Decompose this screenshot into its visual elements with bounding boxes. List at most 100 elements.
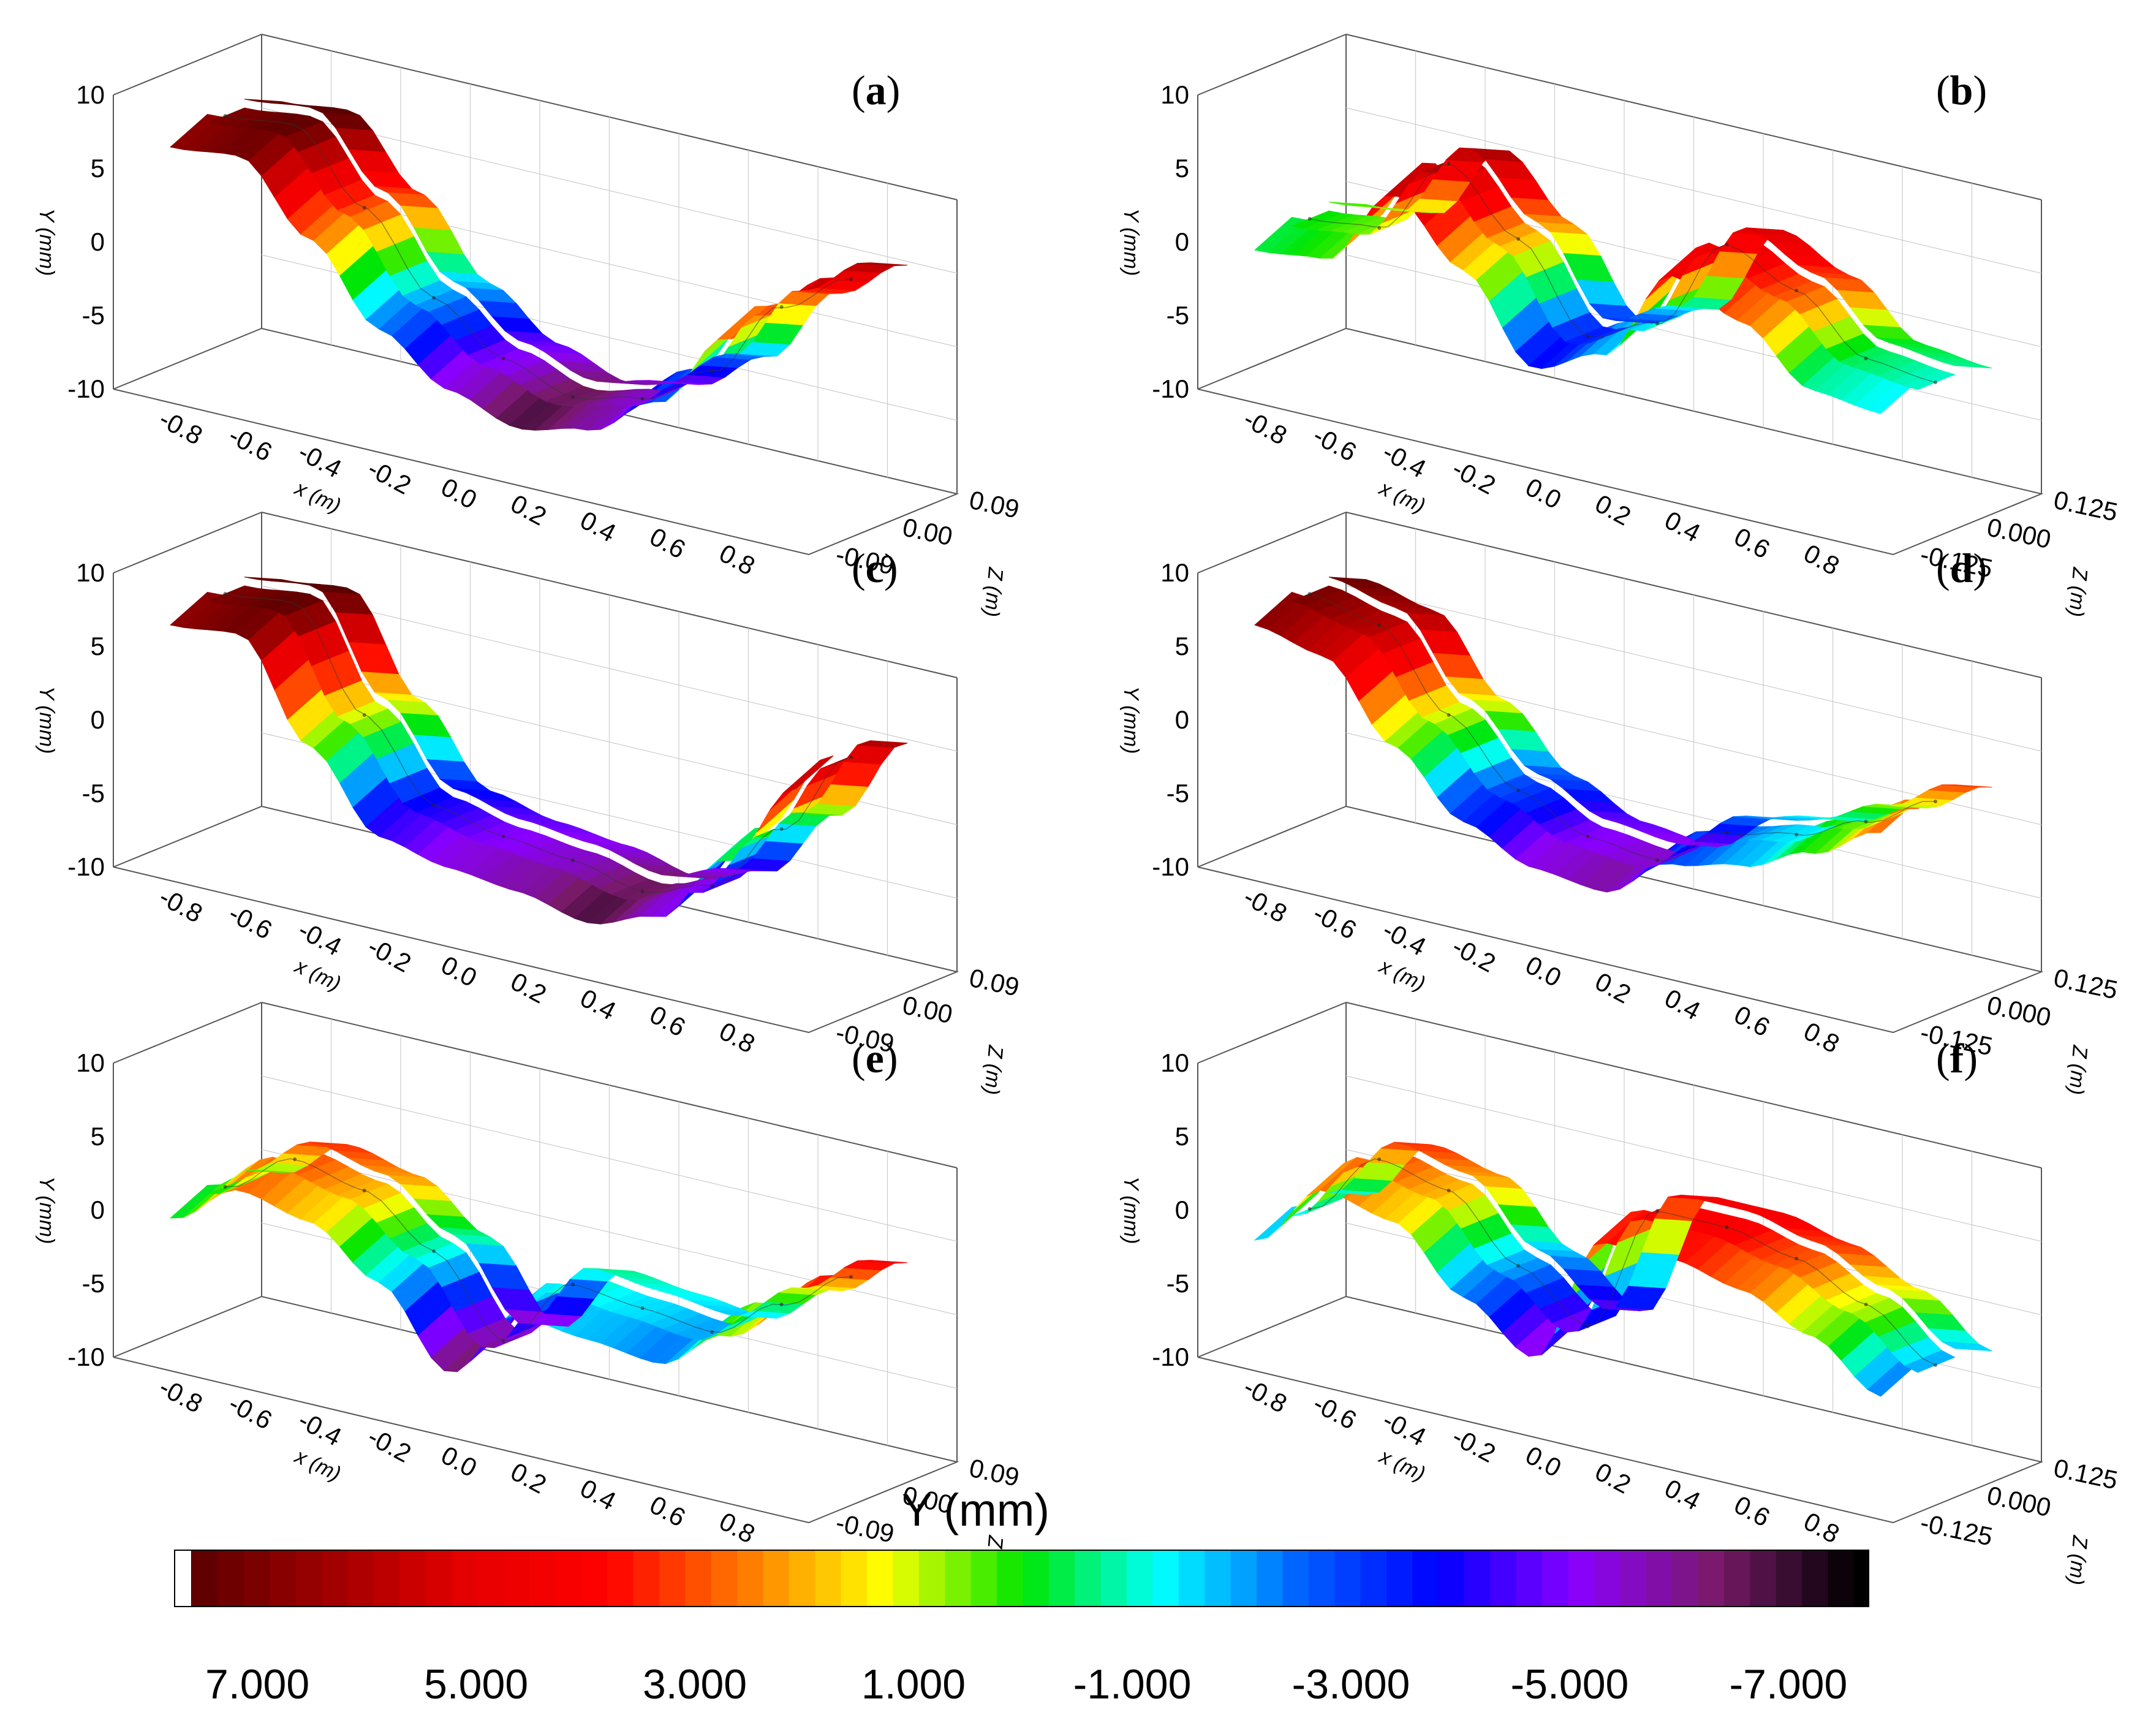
panel-label-paren-close: ) [1973, 545, 1987, 591]
surface-cell [400, 713, 452, 738]
x-tick-label: 0.6 [1730, 1000, 1775, 1042]
x-tick-label: -0.6 [224, 420, 277, 466]
panel-label: (a) [852, 67, 900, 113]
z-tick-label: 0.000 [1984, 990, 2054, 1032]
y-tick-label: -5 [82, 779, 105, 808]
y-tick-label: 5 [1175, 632, 1189, 661]
y-axis-title: Y (mm) [1119, 686, 1143, 754]
surface-cell [1485, 1186, 1537, 1208]
surface-cell [782, 755, 834, 793]
colorbar-band [347, 1550, 374, 1607]
gridline-y [261, 1075, 958, 1242]
profile-point [1307, 217, 1312, 221]
profile-point [1864, 357, 1868, 361]
colorbar-band [1464, 1550, 1491, 1607]
y-axis-title: Y (mm) [35, 686, 58, 754]
surface-cell [426, 1214, 478, 1231]
colorbar-tick-label: -3.000 [1292, 1661, 1410, 1708]
surface-cell [400, 1184, 452, 1202]
panel-label-paren-close: ) [884, 1035, 898, 1081]
surface-cell [1562, 789, 1615, 804]
colorbar-band [659, 1550, 686, 1607]
panel-label-paren-close: ) [1964, 1035, 1978, 1081]
profile-contour [1309, 593, 1936, 861]
colorbar-tick-label: 1.000 [861, 1661, 966, 1708]
y-tick-label: -10 [67, 852, 105, 881]
x-tick-label: 0.6 [1730, 522, 1775, 564]
profile-point [293, 1157, 297, 1162]
colorbar-tick-label: 7.000 [205, 1661, 309, 1708]
profile-point [293, 601, 297, 605]
y-tick-label: 0 [91, 705, 105, 734]
surface-cell [1497, 177, 1549, 201]
colorbar-band [1698, 1550, 1725, 1607]
y-tick-label: 10 [1160, 558, 1189, 587]
surface [169, 1141, 908, 1372]
x-tick-label: 0.4 [1660, 505, 1705, 548]
y-ticks: 10 5 0 -5 -10 [1152, 558, 1189, 881]
profile-point [1795, 1257, 1799, 1261]
x-ticks: -0.8 -0.6 -0.4 -0.2 0.0 0.2 0.4 0.6 0.8 [1239, 404, 1844, 580]
profile-point [1516, 237, 1521, 241]
colorbar-band [1023, 1550, 1050, 1607]
profile-point [1377, 226, 1382, 230]
axis-box [113, 512, 959, 1034]
colorbar-band [893, 1550, 920, 1607]
y-tick-label: 0 [1175, 1195, 1189, 1224]
profile-point [1586, 335, 1590, 339]
axis-box [113, 1002, 959, 1524]
z-tick-label: -0.09 [833, 1508, 896, 1548]
surface-cell [857, 1260, 908, 1264]
surface-cell [857, 262, 908, 267]
y-tick-label: 10 [76, 1048, 105, 1077]
panel-label-paren-close: ) [884, 545, 898, 591]
x-tick-label: 0.8 [714, 1507, 760, 1549]
y-tick-label: 5 [1175, 1122, 1189, 1151]
colorbar-band [1152, 1550, 1179, 1607]
y-tick-label: 5 [91, 154, 105, 183]
panel-label-paren-open: ( [852, 1035, 866, 1081]
z-tick-label: 0.125 [2051, 963, 2120, 1005]
x-ticks: -0.8 -0.6 -0.4 -0.2 0.0 0.2 0.4 0.6 0.8 [154, 404, 760, 580]
x-tick-label: 0.4 [575, 505, 621, 548]
colorbar-band [1776, 1550, 1803, 1607]
x-tick-label: 0.8 [714, 539, 760, 581]
profile-contour [1309, 1158, 1936, 1366]
colorbar-tick-label: 5.000 [424, 1661, 528, 1708]
surface-cell [361, 170, 413, 189]
profile-point [1516, 1264, 1521, 1268]
panel-label-paren-close: ) [1973, 67, 1987, 113]
surface-cell [1836, 290, 1888, 311]
profile-point [362, 206, 366, 210]
panel-label-letter: e [866, 1035, 884, 1081]
x-tick-label: -0.8 [1239, 404, 1292, 450]
profile-point [1795, 289, 1799, 293]
profile-point [1864, 1303, 1868, 1307]
surface-cell [1771, 243, 1823, 258]
colorbar-tick-label: -7.000 [1730, 1661, 1848, 1708]
panel-label: (f) [1936, 1035, 1978, 1081]
panel-label-letter: f [1950, 1035, 1965, 1081]
x-tick-label: 0.8 [1799, 539, 1844, 581]
box-edge-top-left [113, 34, 262, 96]
x-tick-label: 0.6 [645, 1490, 690, 1532]
colorbar-band [711, 1550, 738, 1607]
colorbar-band [1386, 1550, 1413, 1607]
profile-point [849, 755, 853, 760]
colorbar-band [192, 1550, 219, 1607]
profile-point [571, 1282, 575, 1287]
x-tick-label: 0.4 [575, 1474, 621, 1516]
surface-cell [387, 700, 439, 716]
y-axis-title: Y (mm) [35, 208, 58, 276]
surface-cell [426, 759, 478, 782]
profile-point [223, 1185, 227, 1189]
surface [1254, 577, 1992, 893]
colorbar-tick-label: 3.000 [643, 1661, 747, 1708]
z-tick-label: 0.125 [2051, 485, 2120, 527]
surface-cell [844, 744, 895, 765]
colorbar-band [1075, 1550, 1102, 1607]
